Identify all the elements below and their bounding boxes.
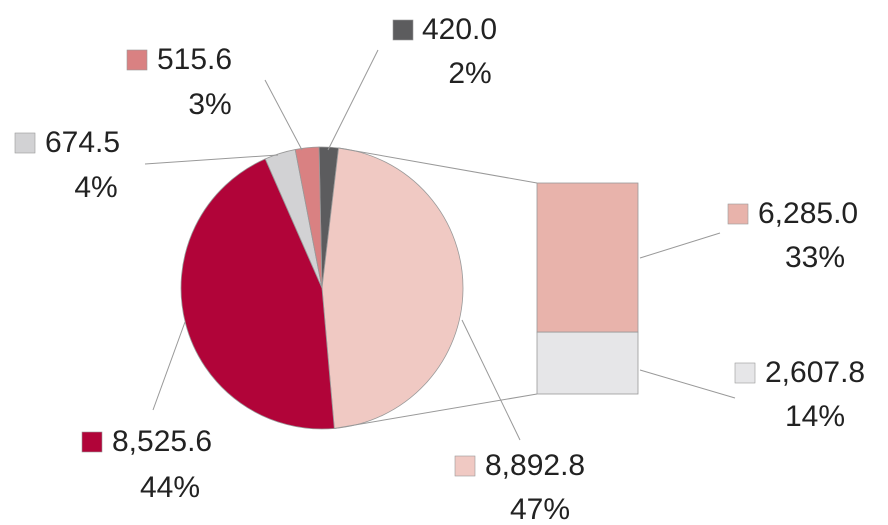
label-swatch [126, 49, 148, 71]
value-label: 6,285.0 [758, 197, 858, 230]
percent-label: 44% [140, 471, 200, 504]
label-swatch [392, 19, 414, 41]
bar-segment [536, 182, 639, 333]
connector [338, 147, 538, 184]
percent-label: 33% [785, 241, 845, 274]
pie-slice [180, 158, 335, 430]
label-swatch [734, 362, 756, 384]
bar-segment [536, 331, 639, 395]
value-label: 515.6 [157, 43, 232, 76]
label-swatch [81, 431, 103, 453]
pie-slice [294, 146, 323, 289]
percent-label: 14% [785, 400, 845, 433]
leader-line [152, 321, 186, 411]
percent-label: 2% [448, 57, 491, 90]
value-label: 420.0 [422, 13, 497, 46]
label-swatch [727, 203, 749, 225]
leader-line [144, 154, 279, 165]
percent-label: 47% [510, 493, 570, 525]
value-label: 8,892.8 [485, 449, 585, 482]
label-swatch [14, 132, 36, 154]
percent-label: 3% [188, 88, 231, 121]
leader-line [264, 79, 303, 151]
value-label: 8,525.6 [112, 425, 212, 458]
leader-line [327, 49, 379, 151]
connector [334, 393, 538, 429]
pie-slice [321, 147, 464, 429]
value-label: 2,607.8 [765, 356, 865, 389]
percent-label: 4% [74, 171, 117, 204]
value-label: 674.5 [45, 126, 120, 159]
leader-line [639, 369, 736, 399]
leader-line [639, 232, 721, 259]
leader-line [461, 319, 521, 441]
label-swatch [454, 455, 476, 477]
